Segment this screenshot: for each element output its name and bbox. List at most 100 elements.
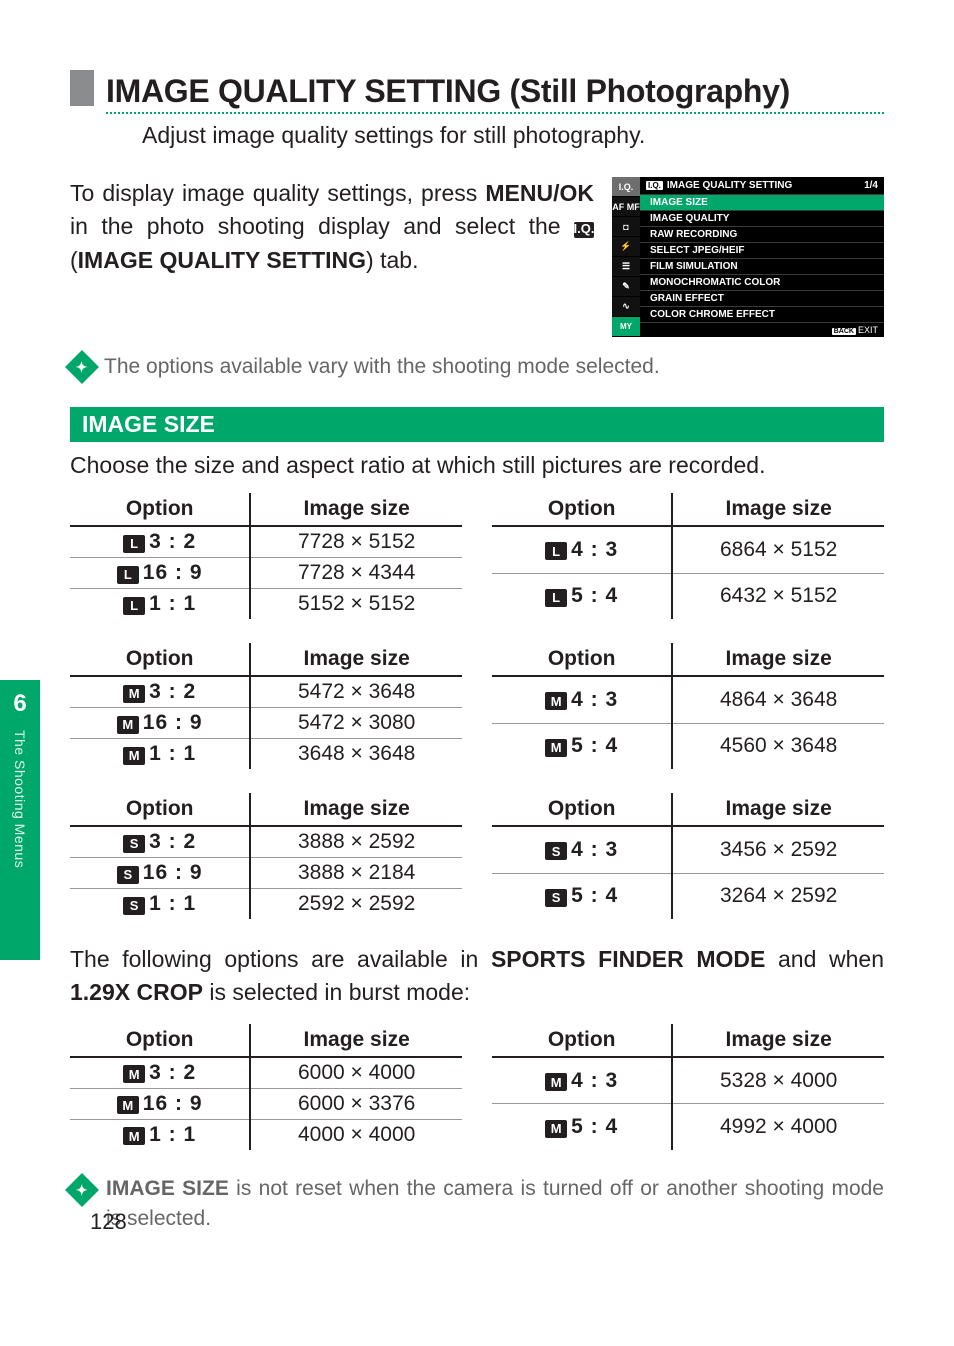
aspect-ratio: 16 : 9 <box>143 561 203 584</box>
size-badge: M <box>123 1127 145 1145</box>
size-badge: S <box>123 897 145 915</box>
menu-side-item: ✎ <box>612 277 640 297</box>
aspect-ratio: 5 : 4 <box>571 884 618 907</box>
col-size: Image size <box>672 793 884 826</box>
col-size: Image size <box>250 793 462 826</box>
aspect-ratio: 16 : 9 <box>143 1092 203 1115</box>
sports-mode-label: SPORTS FINDER MODE <box>491 946 765 972</box>
aspect-ratio: 16 : 9 <box>143 861 203 884</box>
col-option: Option <box>70 1024 250 1057</box>
col-option: Option <box>70 793 250 826</box>
table-row: L1 : 15152 × 5152 <box>70 589 462 620</box>
table-row: S5 : 43264 × 2592 <box>492 873 884 919</box>
tables-pair: OptionImage sizeM3 : 26000 × 4000M16 : 9… <box>70 1024 884 1150</box>
size-cell: 3888 × 2592 <box>250 826 462 858</box>
size-cell: 4992 × 4000 <box>672 1104 884 1150</box>
option-cell: M16 : 9 <box>70 708 250 739</box>
col-size: Image size <box>250 493 462 526</box>
section-bar: IMAGE SIZE <box>70 407 884 442</box>
table-row: M16 : 95472 × 3080 <box>70 708 462 739</box>
option-cell: S16 : 9 <box>70 858 250 889</box>
title-block <box>70 70 94 106</box>
size-table: OptionImage sizeS3 : 23888 × 2592S16 : 9… <box>70 793 462 919</box>
between-a: The following options are available in <box>70 946 491 972</box>
table-row: L4 : 36864 × 5152 <box>492 526 884 573</box>
size-table: OptionImage sizeM4 : 35328 × 4000M5 : 44… <box>492 1024 884 1150</box>
intro-text-c: ) tab. <box>366 247 418 273</box>
aspect-ratio: 3 : 2 <box>149 1061 196 1084</box>
page-title: IMAGE QUALITY SETTING (Still Photography… <box>106 73 884 114</box>
option-cell: S4 : 3 <box>492 826 672 873</box>
col-option: Option <box>70 493 250 526</box>
size-table: OptionImage sizeM4 : 34864 × 3648M5 : 44… <box>492 643 884 769</box>
aspect-ratio: 4 : 3 <box>571 838 618 861</box>
intro-paragraph: To display image quality settings, press… <box>70 177 594 277</box>
size-badge: M <box>123 747 145 765</box>
col-size: Image size <box>672 1024 884 1057</box>
menu-side-item: MY <box>612 317 640 337</box>
table-row: L3 : 27728 × 5152 <box>70 526 462 558</box>
size-cell: 6000 × 3376 <box>250 1088 462 1119</box>
size-cell: 4000 × 4000 <box>250 1119 462 1150</box>
menu-side-item: ⚡ <box>612 237 640 257</box>
mode-note: ✦ The options available vary with the sh… <box>70 355 884 379</box>
size-cell: 6864 × 5152 <box>672 526 884 573</box>
aspect-ratio: 3 : 2 <box>149 830 196 853</box>
menu-side-item: ◘ <box>612 217 640 237</box>
size-table: OptionImage sizeL3 : 27728 × 5152L16 : 9… <box>70 493 462 619</box>
option-cell: S5 : 4 <box>492 873 672 919</box>
aspect-ratio: 3 : 2 <box>149 530 196 553</box>
size-table: OptionImage sizeL4 : 36864 × 5152L5 : 46… <box>492 493 884 619</box>
size-badge: M <box>545 1120 567 1138</box>
menu-side-item: ☰ <box>612 257 640 277</box>
aspect-ratio: 5 : 4 <box>571 734 618 757</box>
size-badge: S <box>545 842 567 860</box>
option-cell: L1 : 1 <box>70 589 250 620</box>
aspect-ratio: 4 : 3 <box>571 538 618 561</box>
size-badge: S <box>123 835 145 853</box>
table-row: M4 : 35328 × 4000 <box>492 1057 884 1104</box>
size-cell: 2592 × 2592 <box>250 889 462 920</box>
tables-pair: OptionImage sizeS3 : 23888 × 2592S16 : 9… <box>70 793 884 919</box>
table-row: L5 : 46432 × 5152 <box>492 573 884 619</box>
table-row: M5 : 44992 × 4000 <box>492 1104 884 1150</box>
size-badge: S <box>117 866 139 884</box>
menu-row: RAW RECORDING <box>640 226 884 242</box>
size-table: OptionImage sizeM3 : 25472 × 3648M16 : 9… <box>70 643 462 769</box>
size-badge: M <box>545 1073 567 1091</box>
aspect-ratio: 1 : 1 <box>149 742 196 765</box>
size-badge: L <box>545 589 567 607</box>
chapter-label: The Shooting Menus <box>12 730 28 868</box>
option-cell: L5 : 4 <box>492 573 672 619</box>
size-table: OptionImage sizeM3 : 26000 × 4000 M 16 : 9… <box>70 1024 462 1150</box>
aspect-ratio: 1 : 1 <box>149 592 196 615</box>
size-cell: 5472 × 3648 <box>250 676 462 708</box>
option-cell: M1 : 1 <box>70 1119 250 1150</box>
option-cell: S3 : 2 <box>70 826 250 858</box>
back-button-label: BACK <box>832 328 856 335</box>
option-cell: M3 : 2 <box>70 1057 250 1089</box>
aspect-ratio: 1 : 1 <box>149 1123 196 1146</box>
intro-text-b: in the photo shooting display and select… <box>70 213 574 239</box>
col-option: Option <box>70 643 250 676</box>
col-option: Option <box>492 493 672 526</box>
note-icon: ✦ <box>65 350 99 384</box>
table-row: L16 : 97728 × 4344 <box>70 558 462 589</box>
col-option: Option <box>492 1024 672 1057</box>
table-row: M3 : 26000 × 4000 <box>70 1057 462 1089</box>
size-cell: 7728 × 5152 <box>250 526 462 558</box>
table-row: M1 : 14000 × 4000 <box>70 1119 462 1150</box>
between-text: The following options are available in S… <box>70 943 884 1010</box>
col-option: Option <box>492 793 672 826</box>
menu-row: SELECT JPEG/HEIF <box>640 242 884 258</box>
table-row: S16 : 93888 × 2184 <box>70 858 462 889</box>
menu-row: MONOCHROMATIC COLOR <box>640 274 884 290</box>
table-row: M3 : 25472 × 3648 <box>70 676 462 708</box>
option-cell: M4 : 3 <box>492 1057 672 1104</box>
col-size: Image size <box>250 1024 462 1057</box>
option-cell: M5 : 4 <box>492 1104 672 1150</box>
table-row: M16 : 96000 × 3376 <box>70 1088 462 1119</box>
size-cell: 5152 × 5152 <box>250 589 462 620</box>
size-cell: 4864 × 3648 <box>672 676 884 723</box>
note-icon: ✦ <box>65 1173 99 1207</box>
